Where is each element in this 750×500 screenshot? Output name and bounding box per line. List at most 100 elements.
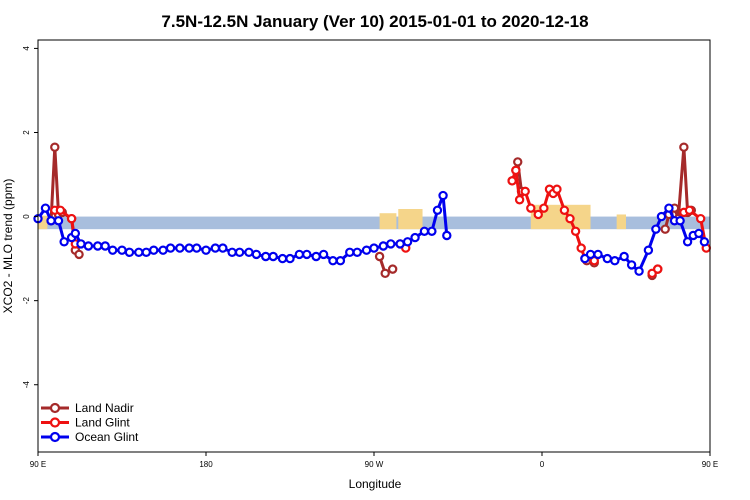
data-point xyxy=(218,243,228,253)
data-point xyxy=(352,247,362,258)
data-point xyxy=(699,237,710,247)
data-point xyxy=(520,186,530,197)
data-point xyxy=(656,211,667,222)
data-point xyxy=(46,216,56,226)
data-point xyxy=(158,245,168,255)
data-point xyxy=(694,228,704,239)
legend-swatch-marker xyxy=(49,402,61,414)
data-point xyxy=(664,203,674,213)
y-tick-label: -4 xyxy=(22,381,31,389)
data-point xyxy=(511,165,521,176)
data-point xyxy=(244,247,254,258)
y-tick-label: -2 xyxy=(22,297,31,305)
data-point xyxy=(432,205,443,215)
data-point xyxy=(83,241,94,251)
data-point xyxy=(149,245,159,255)
x-axis-label: Longitude xyxy=(349,477,402,491)
land-fill-4 xyxy=(616,214,626,230)
data-point xyxy=(369,243,379,253)
data-point xyxy=(277,253,288,264)
series-ocean-glint xyxy=(33,190,710,276)
data-point xyxy=(117,245,127,255)
data-point xyxy=(191,243,202,253)
data-point xyxy=(559,205,570,215)
data-point xyxy=(602,253,613,264)
data-point xyxy=(294,249,305,260)
data-point xyxy=(380,268,390,279)
data-point xyxy=(311,251,321,262)
y-axis-label: XCO2 - MLO trend (ppm) xyxy=(1,179,15,314)
data-point xyxy=(328,256,338,266)
y-tick-label: 0 xyxy=(22,214,31,219)
data-point xyxy=(576,243,586,253)
data-point xyxy=(427,226,437,236)
data-point xyxy=(438,190,448,201)
data-point xyxy=(175,243,185,253)
y-tick-label: 2 xyxy=(22,130,31,135)
data-point xyxy=(643,245,654,255)
data-point xyxy=(261,251,271,262)
data-point xyxy=(653,264,663,274)
data-point xyxy=(682,237,693,247)
data-point xyxy=(610,256,620,266)
data-point xyxy=(251,249,262,260)
data-point xyxy=(184,243,194,253)
data-point xyxy=(55,205,66,215)
data-point xyxy=(386,239,396,249)
data-point xyxy=(526,203,536,213)
data-point xyxy=(675,216,685,226)
data-point xyxy=(285,253,295,264)
data-point xyxy=(227,247,237,258)
data-point xyxy=(74,249,84,260)
land-fill-2 xyxy=(398,209,423,230)
data-point xyxy=(165,243,176,253)
data-point xyxy=(134,247,144,258)
data-point xyxy=(570,226,581,236)
data-point xyxy=(513,157,523,167)
data-point xyxy=(419,226,430,236)
data-point xyxy=(93,241,103,251)
data-point xyxy=(626,260,637,270)
y-axis: -4 -2 0 2 4 xyxy=(22,46,38,389)
x-tick-label: 90 E xyxy=(702,460,718,469)
data-point xyxy=(141,247,151,258)
data-point xyxy=(378,241,389,251)
data-point xyxy=(374,251,385,262)
land-fill-1 xyxy=(379,213,397,230)
legend-label: Ocean Glint xyxy=(75,430,139,444)
legend-item: Land Glint xyxy=(41,416,130,430)
chart-title: 7.5N-12.5N January (Ver 10) 2015-01-01 t… xyxy=(161,12,588,31)
data-point xyxy=(514,195,525,205)
data-point xyxy=(345,247,355,258)
data-point xyxy=(634,266,644,276)
data-point xyxy=(395,239,405,249)
data-point xyxy=(59,237,69,247)
y-tick-label: 4 xyxy=(22,46,31,51)
legend-item: Land Nadir xyxy=(41,401,134,415)
data-point xyxy=(552,184,562,194)
data-point xyxy=(585,249,596,260)
data-point xyxy=(335,256,346,266)
legend-swatch-marker xyxy=(49,431,61,443)
data-point xyxy=(565,213,575,224)
data-point xyxy=(593,249,603,260)
data-point xyxy=(695,213,706,224)
data-point xyxy=(387,264,398,274)
data-point xyxy=(402,237,413,247)
legend-label: Land Glint xyxy=(75,416,130,430)
data-point xyxy=(302,249,312,260)
data-point xyxy=(619,251,629,262)
data-point xyxy=(100,241,110,251)
x-axis: 90 E 180 90 W 0 90 E xyxy=(30,452,718,469)
x-tick-label: 0 xyxy=(540,460,545,469)
data-point xyxy=(410,232,420,243)
data-point xyxy=(660,224,670,234)
data-point xyxy=(66,213,77,224)
data-point xyxy=(539,203,549,213)
data-point xyxy=(651,224,661,234)
plot-area xyxy=(33,142,711,281)
data-point xyxy=(442,230,452,241)
data-point xyxy=(679,142,689,152)
